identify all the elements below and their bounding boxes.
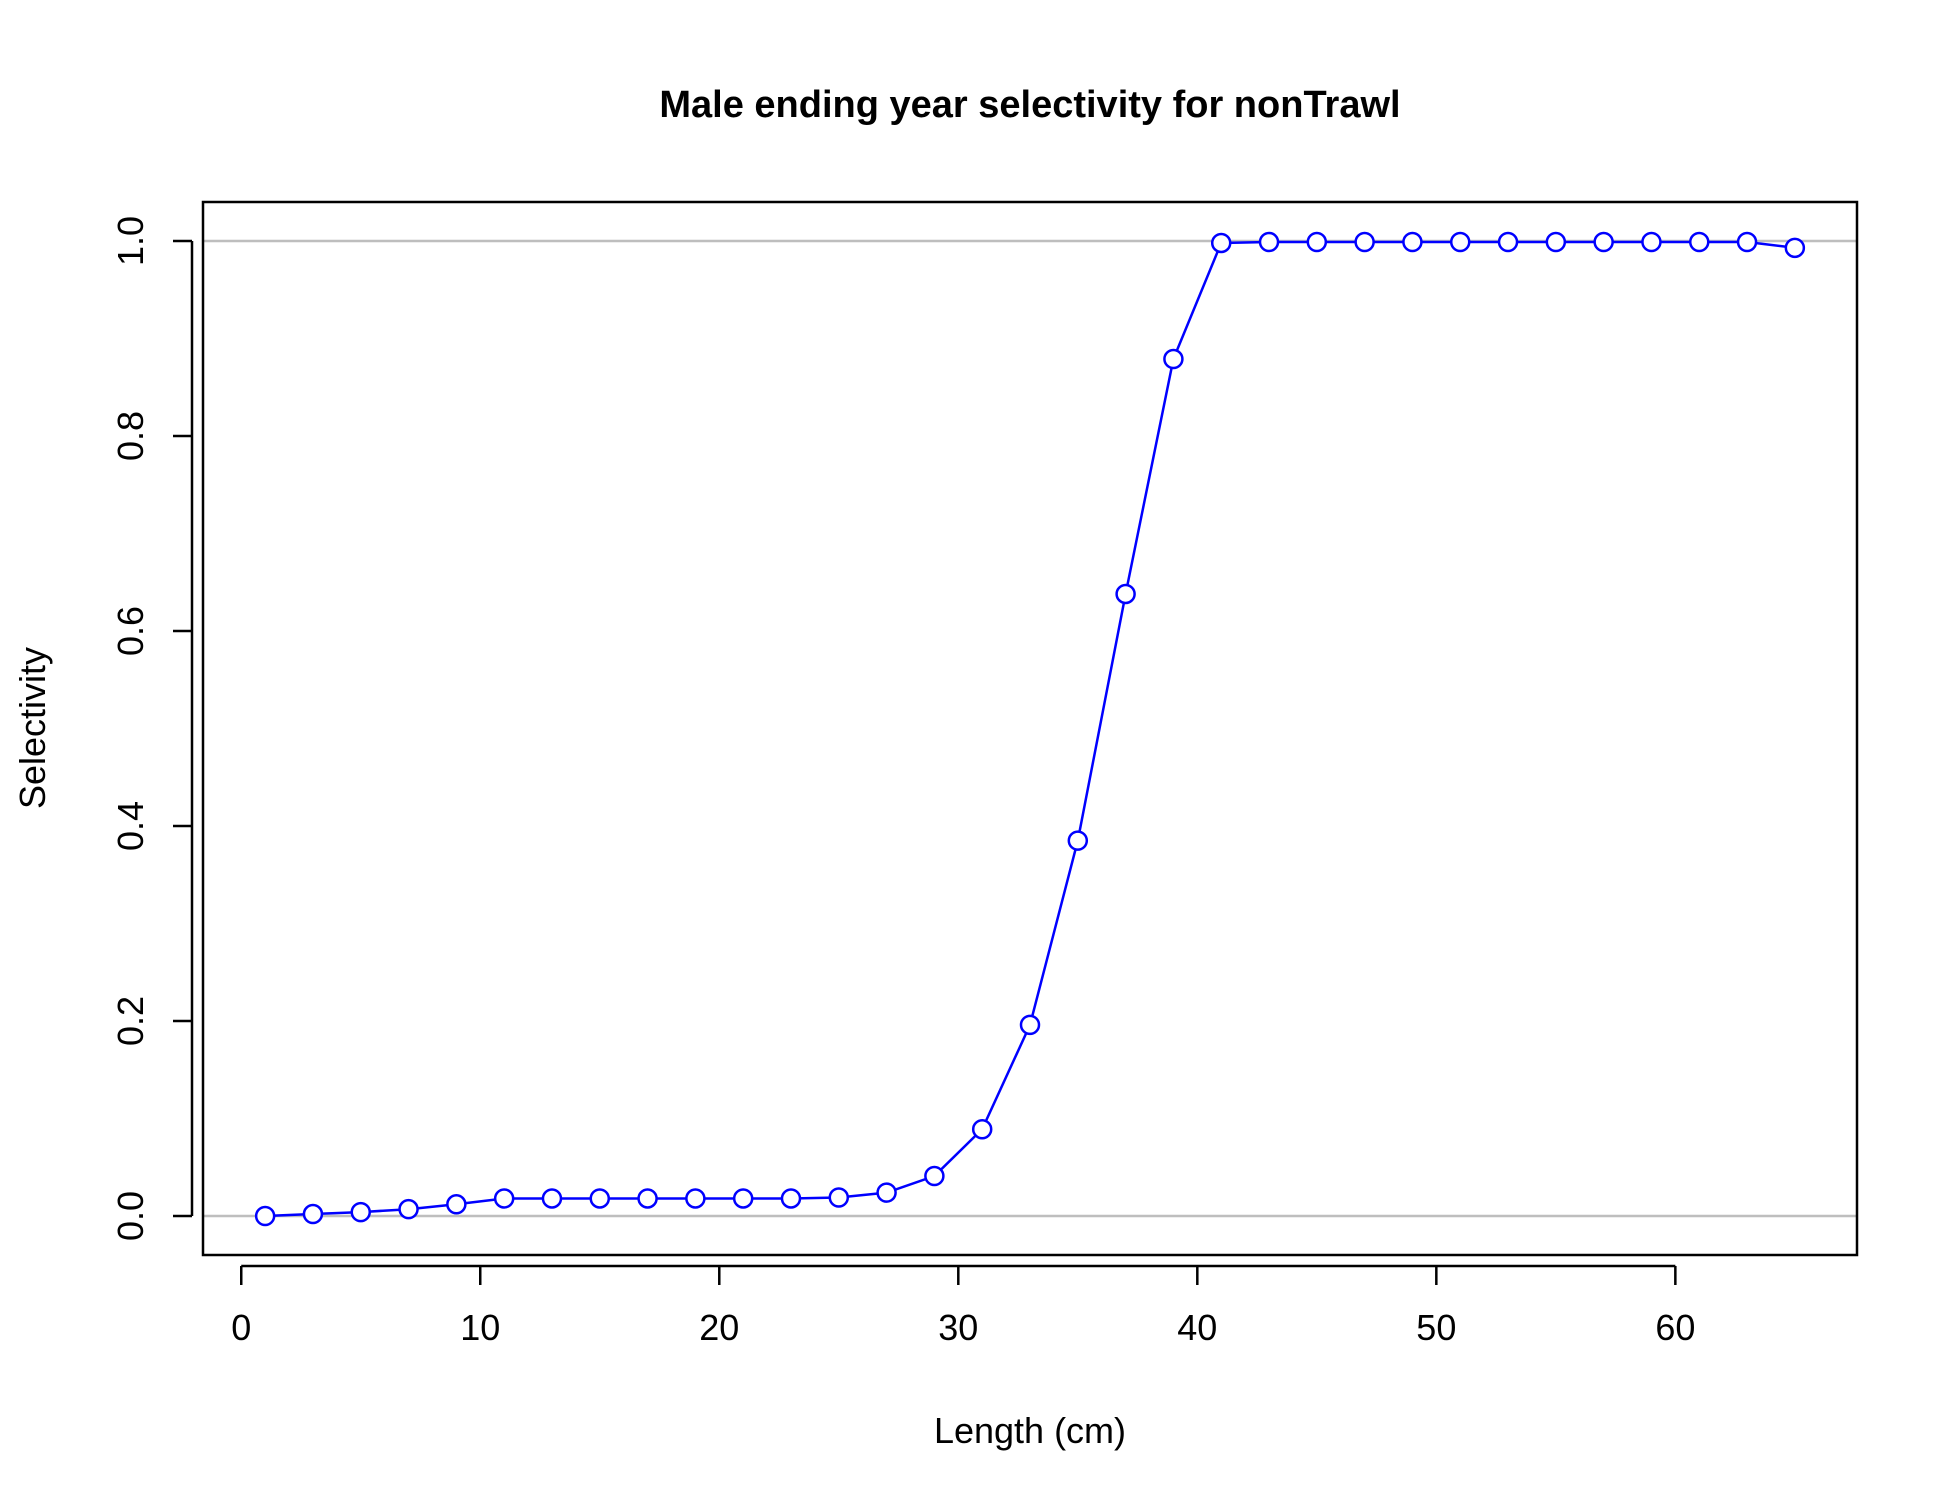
data-point	[446, 1194, 467, 1215]
y-axis: 0.0 0.2 0.4 0.6 0.8 1.0	[110, 216, 194, 1241]
chart-title: Male ending year selectivity for nonTraw…	[659, 84, 1400, 126]
data-point	[398, 1198, 419, 1220]
x-tick-label: 0	[231, 1307, 251, 1348]
y-tick-label: 0.2	[110, 996, 151, 1046]
y-tick-label: 0.4	[110, 801, 151, 851]
y-tick-label: 0.8	[110, 411, 151, 461]
data-point	[254, 1205, 276, 1227]
data-point	[589, 1188, 611, 1209]
data-point	[493, 1188, 515, 1209]
data-point	[1402, 231, 1423, 253]
data-point	[732, 1188, 754, 1209]
data-point	[1210, 232, 1232, 254]
y-axis-label: Selectivity	[12, 647, 53, 809]
data-point	[828, 1187, 850, 1208]
plot-frame	[201, 200, 1859, 1257]
data-point	[1067, 830, 1089, 851]
data-point	[350, 1201, 372, 1223]
data-point	[971, 1118, 993, 1140]
data-point	[1545, 231, 1567, 253]
data-point	[1306, 231, 1328, 253]
y-tick-label: 1.0	[110, 216, 151, 266]
x-axis-label: Length (cm)	[934, 1410, 1126, 1451]
x-tick-label: 30	[938, 1307, 978, 1348]
data-point	[1019, 1014, 1041, 1036]
data-point	[924, 1165, 945, 1187]
series-layer	[254, 231, 1806, 1227]
y-tick-label: 0.0	[110, 1191, 151, 1241]
data-point	[1593, 231, 1614, 253]
y-tick-label: 0.6	[110, 606, 151, 656]
data-point	[1115, 583, 1136, 605]
data-point	[780, 1188, 802, 1209]
x-tick-label: 40	[1177, 1307, 1217, 1348]
x-tick-label: 10	[460, 1307, 500, 1348]
data-point	[302, 1203, 324, 1225]
data-point	[1688, 231, 1710, 253]
data-point	[876, 1182, 897, 1203]
data-point	[541, 1188, 563, 1209]
x-tick-label: 60	[1655, 1307, 1695, 1348]
data-point	[1497, 231, 1519, 253]
data-point	[1258, 231, 1280, 253]
reference-lines	[203, 239, 1857, 1218]
data-point	[637, 1188, 658, 1209]
x-axis: 0 10 20 30 40 50 60	[231, 1264, 1695, 1348]
data-point	[1163, 348, 1184, 370]
data-point	[1784, 237, 1806, 259]
x-tick-label: 20	[699, 1307, 739, 1348]
x-tick-label: 50	[1416, 1307, 1456, 1348]
data-point	[685, 1188, 706, 1209]
series-line	[265, 240, 1796, 1218]
data-point	[1354, 231, 1375, 253]
data-point	[1641, 231, 1662, 253]
data-point	[1736, 231, 1758, 253]
data-point	[1449, 231, 1471, 253]
